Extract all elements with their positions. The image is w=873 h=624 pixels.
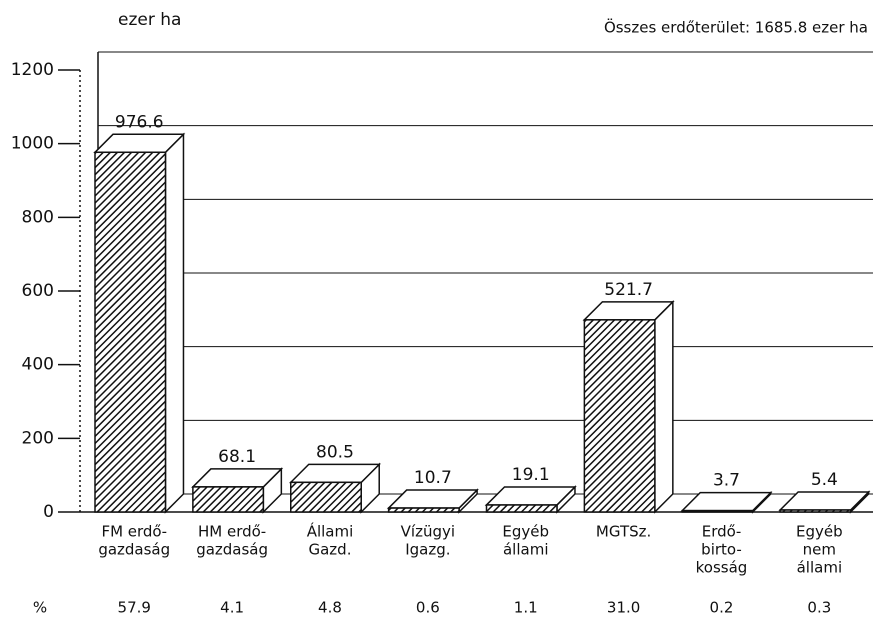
x-tick-label: Gazd.	[308, 541, 351, 559]
x-tick-label: Erdő-	[702, 523, 742, 541]
y-tick-label: 600	[22, 281, 54, 301]
y-axis-label: ezer ha	[118, 10, 181, 30]
bar	[387, 507, 460, 513]
y-tick-label: 1000	[11, 134, 54, 154]
percent-label: 57.9	[118, 599, 151, 617]
y-tick-label: 400	[22, 355, 54, 375]
x-tick-label: Egyéb	[502, 523, 549, 541]
bar	[681, 509, 754, 513]
x-tick-label: gazdaság	[196, 541, 268, 559]
value-label: 10.7	[414, 468, 452, 488]
x-tick-label: HM erdő-	[198, 523, 266, 541]
y-tick-label: 1200	[11, 60, 54, 80]
x-tick-label: Egyéb	[796, 523, 843, 541]
value-label: 80.5	[316, 442, 354, 462]
x-tick-label: állami	[503, 541, 549, 559]
x-tick-label: Vízügyi	[401, 523, 455, 541]
bar	[583, 319, 656, 513]
bar	[779, 509, 852, 513]
bar	[290, 481, 362, 513]
x-tick-label: MGTSz.	[596, 523, 651, 541]
value-label: 976.6	[115, 112, 164, 132]
x-tick-label: állami	[797, 559, 843, 577]
x-tick-label: FM erdő-	[101, 523, 167, 541]
value-label: 5.4	[811, 470, 838, 490]
y-tick-label: 200	[22, 428, 54, 448]
x-tick-label: nem	[803, 541, 836, 559]
x-tick-label: Állami	[307, 522, 354, 541]
bar-side	[654, 300, 674, 514]
x-tick-label: birto-	[701, 541, 742, 559]
y-tick-label: 0	[43, 502, 54, 522]
percent-label: 0.2	[710, 599, 734, 617]
percent-label: 1.1	[514, 599, 538, 617]
bar-side	[164, 132, 185, 514]
y-tick-label: 800	[22, 207, 54, 227]
value-label: 68.1	[218, 447, 256, 467]
percent-label: 0.3	[807, 599, 831, 617]
x-tick-label: Igazg.	[405, 541, 450, 559]
value-label: 19.1	[512, 465, 550, 485]
bar	[94, 151, 167, 513]
bar	[485, 504, 558, 513]
percent-heading: %	[33, 599, 47, 617]
bar	[192, 486, 265, 513]
value-label: 3.7	[713, 471, 740, 491]
percent-label: 0.6	[416, 599, 440, 617]
percent-label: 4.1	[220, 599, 244, 617]
value-label: 521.7	[604, 280, 653, 300]
x-tick-label: gazdaság	[98, 541, 170, 559]
annotation: Összes erdőterület: 1685.8 ezer ha	[604, 18, 868, 37]
x-tick-label: kosság	[696, 559, 748, 577]
percent-label: 4.8	[318, 599, 342, 617]
percent-label: 31.0	[607, 599, 640, 617]
